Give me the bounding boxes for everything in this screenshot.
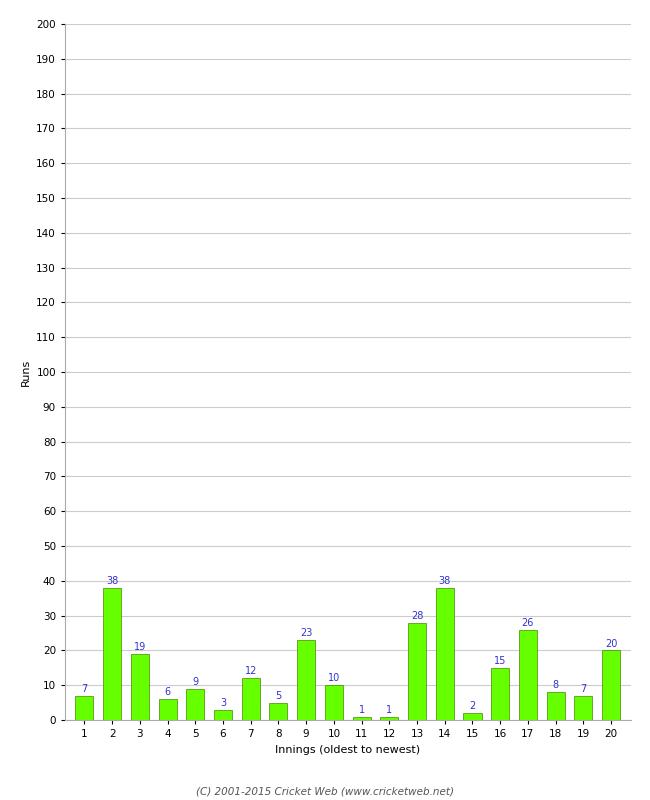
Bar (408, 622, 426, 720)
Text: 26: 26 (522, 618, 534, 628)
Bar (103, 588, 121, 720)
Bar (352, 717, 370, 720)
Text: 28: 28 (411, 611, 423, 621)
Text: 20: 20 (605, 638, 617, 649)
Text: 3: 3 (220, 698, 226, 708)
X-axis label: Innings (oldest to newest): Innings (oldest to newest) (275, 745, 421, 754)
Bar (159, 699, 177, 720)
Bar (270, 702, 287, 720)
Bar (463, 713, 482, 720)
Text: 9: 9 (192, 677, 198, 687)
Text: 23: 23 (300, 628, 313, 638)
Y-axis label: Runs: Runs (21, 358, 31, 386)
Text: 6: 6 (164, 687, 171, 698)
Text: 15: 15 (494, 656, 506, 666)
Text: 2: 2 (469, 702, 476, 711)
Text: 8: 8 (552, 681, 559, 690)
Text: (C) 2001-2015 Cricket Web (www.cricketweb.net): (C) 2001-2015 Cricket Web (www.cricketwe… (196, 786, 454, 796)
Bar (325, 685, 343, 720)
Bar (242, 678, 260, 720)
Text: 38: 38 (106, 576, 118, 586)
Bar (575, 696, 592, 720)
Text: 1: 1 (386, 705, 393, 714)
Bar (75, 696, 94, 720)
Text: 1: 1 (359, 705, 365, 714)
Bar (187, 689, 204, 720)
Text: 7: 7 (580, 684, 586, 694)
Bar (297, 640, 315, 720)
Text: 38: 38 (439, 576, 451, 586)
Text: 19: 19 (134, 642, 146, 652)
Bar (380, 717, 398, 720)
Text: 7: 7 (81, 684, 88, 694)
Bar (436, 588, 454, 720)
Bar (519, 630, 537, 720)
Text: 5: 5 (276, 691, 281, 701)
Text: 10: 10 (328, 674, 340, 683)
Bar (214, 710, 232, 720)
Bar (131, 654, 149, 720)
Text: 12: 12 (244, 666, 257, 677)
Bar (547, 692, 565, 720)
Bar (491, 668, 509, 720)
Bar (602, 650, 620, 720)
